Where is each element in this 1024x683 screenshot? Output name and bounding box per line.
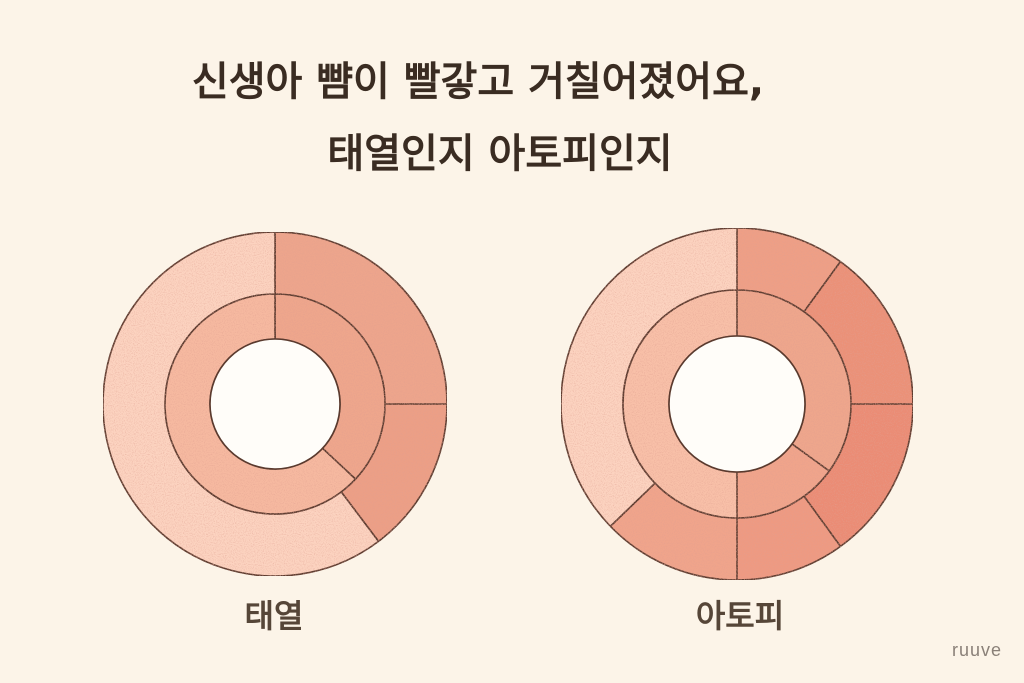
diagram-taeyeol [102, 231, 448, 577]
title-line-2: 태열인지 아토피인지 [327, 131, 673, 177]
title-line-1: 신생아 뺨이 빨갛고 거칠어졌어요, [191, 59, 765, 105]
caption-atopy: 아토피 [695, 597, 785, 635]
diagram-atopy [560, 227, 914, 581]
brand-watermark: ruuve [951, 640, 1002, 660]
caption-taeyeol: 태열 [244, 597, 304, 635]
center-hole [668, 335, 806, 473]
center-hole [209, 338, 341, 470]
